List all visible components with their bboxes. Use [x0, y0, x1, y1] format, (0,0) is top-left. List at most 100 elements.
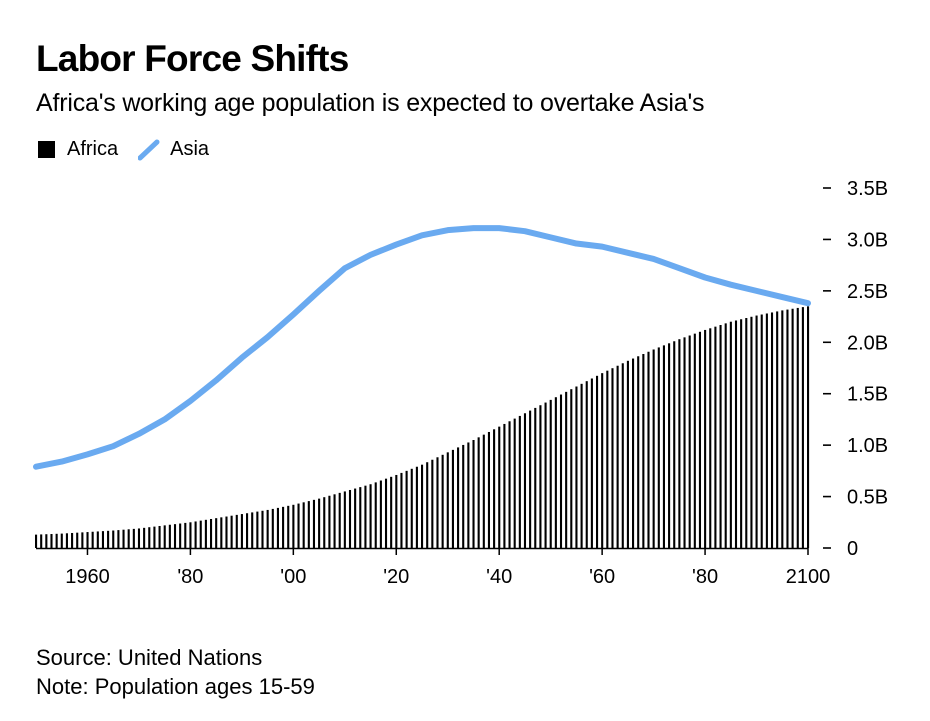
africa-bar — [421, 464, 424, 548]
africa-bar — [112, 530, 115, 548]
africa-bar — [415, 466, 418, 548]
population-note: Note: Population ages 15-59 — [36, 674, 315, 699]
africa-bar — [426, 462, 429, 548]
africa-bar — [405, 470, 408, 548]
africa-bar — [724, 323, 727, 548]
africa-bar — [220, 517, 223, 548]
chart-title: Labor Force Shifts — [36, 38, 349, 79]
africa-bar — [740, 319, 743, 548]
africa-bar — [189, 522, 192, 548]
africa-bar — [163, 525, 166, 548]
africa-bar — [709, 328, 712, 548]
africa-bar — [755, 315, 758, 548]
africa-bar — [462, 444, 465, 548]
africa-bar — [498, 426, 501, 548]
africa-bar — [786, 309, 789, 548]
africa-bar — [225, 516, 228, 548]
x-tick-label: '80 — [692, 566, 718, 588]
africa-bar — [271, 508, 274, 548]
africa-bar — [544, 402, 547, 548]
y-tick-label: 1.5B — [847, 384, 888, 406]
africa-bar — [750, 316, 753, 548]
africa-bar — [451, 449, 454, 548]
africa-bar — [173, 524, 177, 548]
africa-bar — [400, 472, 403, 548]
africa-bar — [688, 335, 691, 548]
africa-bar — [781, 310, 784, 548]
x-tick-label: 2100 — [786, 566, 831, 588]
africa-bar — [513, 418, 516, 548]
x-tick-label: 1960 — [65, 566, 110, 588]
africa-bar — [101, 531, 105, 548]
africa-bar — [369, 484, 372, 548]
africa-bar — [132, 528, 135, 548]
africa-bar — [71, 532, 74, 548]
africa-bar — [364, 485, 367, 548]
source-note: Source: United Nations — [36, 645, 263, 670]
africa-bar — [765, 313, 768, 548]
africa-bar — [266, 509, 269, 548]
africa-bar — [240, 514, 243, 548]
africa-bar — [390, 476, 393, 548]
africa-bar — [328, 495, 331, 548]
africa-bar — [256, 511, 259, 548]
africa-bar — [621, 363, 624, 548]
y-tick-label: 3.5B — [847, 178, 888, 200]
africa-bar — [446, 452, 449, 548]
africa-bar — [194, 521, 197, 548]
africa-bar — [534, 407, 537, 548]
africa-bar — [626, 360, 629, 548]
africa-bar — [601, 373, 604, 548]
africa-bar — [657, 347, 660, 548]
africa-bar — [379, 480, 382, 548]
chart-plot: 3.5B 3.0B 2.5B 2.0B 1.5B 1.0B 0.5B 0 1960 '80 '00… — [33, 178, 888, 588]
africa-bar — [292, 504, 295, 548]
africa-bar — [343, 491, 346, 548]
africa-bar — [606, 370, 609, 548]
africa-bar — [184, 522, 187, 548]
africa-bar — [431, 459, 434, 548]
africa-bar — [35, 534, 38, 548]
y-tick-label: 3.0B — [847, 229, 888, 251]
africa-bar — [529, 410, 532, 548]
africa-bar — [359, 487, 362, 548]
africa-bar — [333, 494, 336, 548]
africa-bar — [107, 530, 110, 548]
asia-line — [33, 225, 811, 470]
africa-bar — [575, 386, 578, 548]
africa-bar — [668, 343, 671, 548]
africa-bar — [65, 533, 68, 548]
africa-bar — [96, 531, 99, 548]
africa-bar — [441, 454, 444, 548]
africa-bar — [801, 307, 804, 548]
africa-bar — [693, 333, 696, 548]
africa-bar — [714, 326, 717, 548]
africa-bar — [395, 474, 398, 548]
africa-bar — [616, 365, 619, 548]
y-tick-label: 0 — [847, 538, 858, 560]
africa-bar — [698, 331, 702, 548]
africa-bar — [127, 529, 130, 548]
africa-bar — [503, 423, 506, 548]
x-axis: 1960 '80 '00 '20 '40 '60 '80 2100 — [36, 547, 831, 588]
africa-bar — [148, 527, 151, 548]
africa-bar — [137, 528, 141, 548]
legend-swatch-asia — [138, 139, 160, 160]
africa-bar — [297, 503, 300, 548]
africa-bar — [595, 375, 599, 548]
africa-bar — [153, 526, 156, 548]
africa-bar — [632, 358, 635, 548]
africa-bar — [235, 514, 238, 548]
x-tick-label: '40 — [486, 566, 512, 588]
africa-bar — [348, 489, 352, 548]
africa-bar — [734, 320, 738, 548]
africa-bar — [215, 518, 218, 548]
africa-bar — [482, 434, 485, 548]
africa-bar — [585, 381, 588, 548]
africa-bar — [523, 413, 527, 548]
africa-bar — [518, 415, 521, 548]
africa-bar — [246, 513, 249, 548]
africa-bar — [647, 351, 650, 548]
africa-bar — [261, 510, 264, 548]
africa-bar — [323, 497, 326, 548]
